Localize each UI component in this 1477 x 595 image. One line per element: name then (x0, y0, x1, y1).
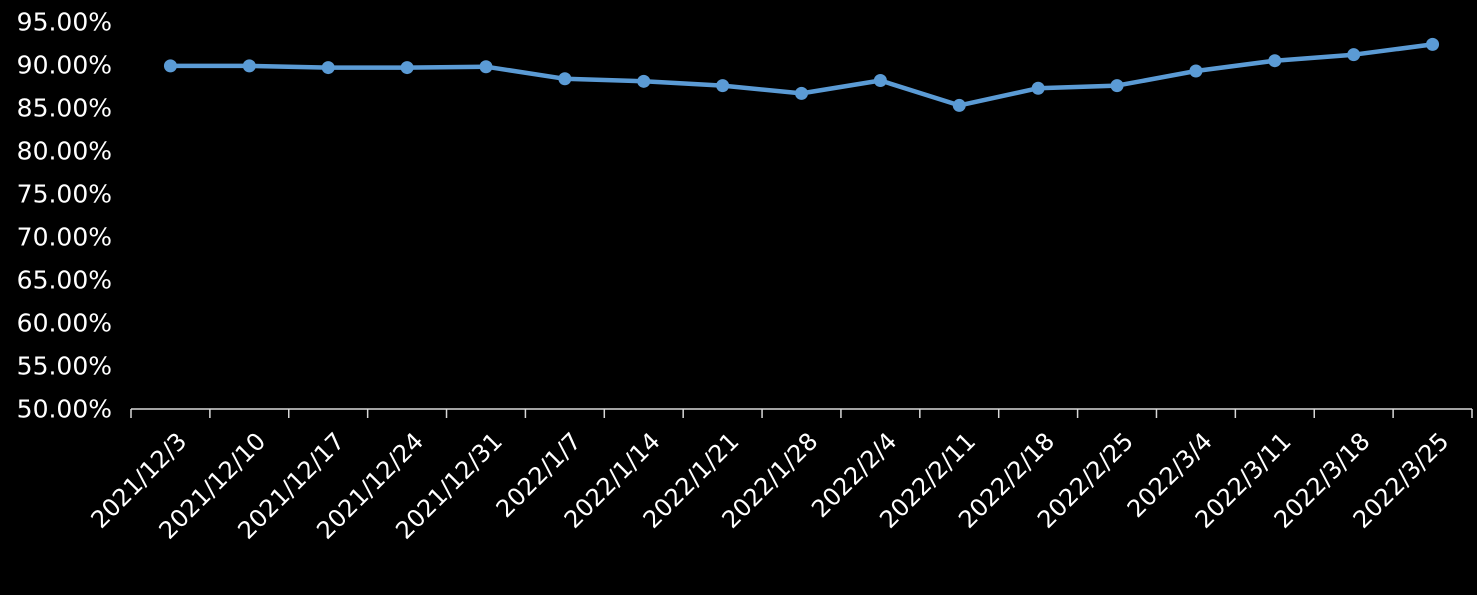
x-axis (130, 408, 1473, 418)
data-point (558, 72, 572, 86)
data-point (1426, 37, 1440, 51)
y-tick-label: 65.00% (17, 266, 112, 295)
y-tick-label: 80.00% (17, 137, 112, 166)
y-tick-label: 50.00% (17, 395, 112, 424)
data-point (873, 73, 887, 87)
y-tick-label: 70.00% (17, 223, 112, 252)
y-tick-label: 55.00% (17, 352, 112, 381)
y-tick-label: 60.00% (17, 309, 112, 338)
series-layer (163, 37, 1440, 112)
y-tick-label: 75.00% (17, 180, 112, 209)
data-point (321, 61, 335, 75)
y-tick-label: 95.00% (17, 8, 112, 37)
data-point (637, 74, 651, 88)
data-point (242, 59, 256, 73)
data-point (952, 98, 966, 112)
data-point (1189, 64, 1203, 78)
data-point (1268, 54, 1282, 68)
data-point (400, 61, 414, 75)
data-point (1347, 48, 1361, 62)
data-point (479, 60, 493, 74)
data-point (795, 86, 808, 100)
data-point (1031, 81, 1045, 95)
data-point (1110, 79, 1124, 93)
x-axis-tick-labels: 2021/12/32021/12/102021/12/172021/12/242… (86, 427, 1455, 545)
data-point (716, 79, 730, 93)
y-axis-tick-labels: 50.00% 55.00% 60.00% 65.00% 70.00% 75.00% 80.0… (17, 8, 112, 424)
data-point (163, 59, 177, 73)
y-tick-label: 90.00% (17, 51, 112, 80)
y-tick-label: 85.00% (17, 94, 112, 123)
